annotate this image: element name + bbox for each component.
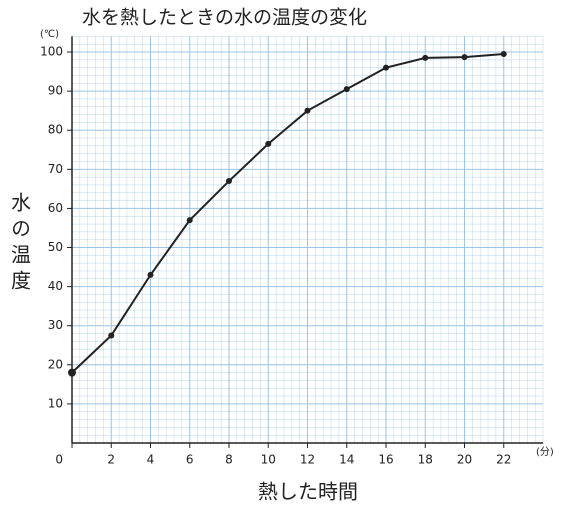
data-point bbox=[500, 50, 507, 57]
x-tick-label: 8 bbox=[225, 453, 233, 467]
x-tick-label: 18 bbox=[418, 453, 433, 467]
data-point bbox=[304, 107, 311, 114]
data-point bbox=[343, 86, 350, 93]
x-axis-label: 熱した時間 bbox=[258, 480, 358, 504]
y-tick-label: 10 bbox=[48, 396, 63, 410]
x-tick-label: 4 bbox=[147, 453, 155, 467]
x-tick-label: 6 bbox=[186, 453, 194, 467]
x-tick-label: 20 bbox=[457, 453, 472, 467]
data-point bbox=[265, 140, 272, 147]
y-tick-label: 30 bbox=[48, 318, 63, 332]
data-point bbox=[383, 64, 389, 71]
y-tick-label: 90 bbox=[48, 84, 63, 98]
data-point bbox=[461, 54, 468, 61]
y-unit: (℃) bbox=[40, 29, 59, 40]
major-grid bbox=[71, 36, 543, 443]
data-point bbox=[68, 368, 76, 377]
y-tick-label: 80 bbox=[48, 123, 63, 137]
x-tick-label: 12 bbox=[300, 453, 315, 467]
x-tick-label: 22 bbox=[496, 453, 511, 467]
data-point bbox=[108, 332, 115, 339]
y-tick-label: 60 bbox=[48, 201, 63, 215]
y-tick-label: 50 bbox=[48, 240, 63, 254]
data-point bbox=[226, 178, 232, 185]
data-line bbox=[71, 52, 504, 374]
y-axis-label: 水の温度 bbox=[8, 192, 32, 296]
y-tick-label: 40 bbox=[48, 279, 63, 293]
data-point bbox=[422, 54, 429, 61]
x-tick-label: 14 bbox=[339, 453, 354, 467]
data-point bbox=[186, 217, 193, 224]
y-tick-label: 20 bbox=[48, 357, 63, 371]
y-tick-label: 70 bbox=[48, 162, 63, 176]
x-tick-label: 10 bbox=[261, 453, 276, 467]
data-point bbox=[147, 271, 154, 278]
x-unit: (分) bbox=[536, 446, 554, 458]
x-tick-label: 2 bbox=[107, 453, 115, 467]
x-tick-label: 0 bbox=[55, 453, 63, 467]
chart-title: 水を熱したときの水の温度の変化 bbox=[82, 7, 367, 29]
y-tick-label: 100 bbox=[40, 45, 63, 59]
x-tick-label: 16 bbox=[378, 453, 393, 467]
